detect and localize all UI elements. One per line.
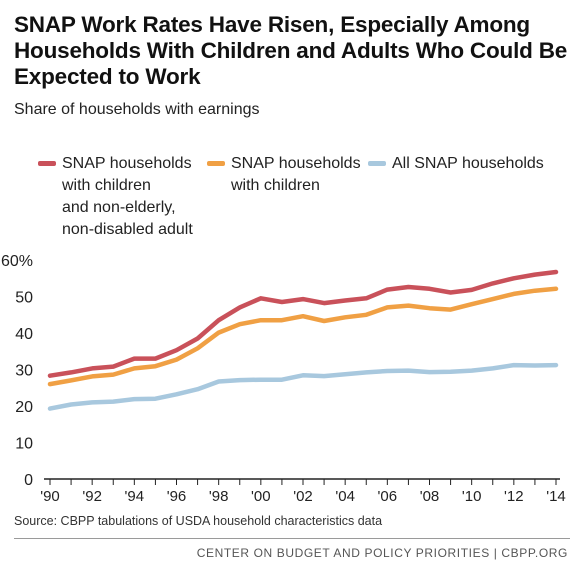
series-line-families-with-adult [47, 269, 559, 378]
y-tick-label: 0 [24, 472, 33, 489]
legend-item-all-households: All SNAP households [368, 153, 544, 175]
legend-label: SNAP households with children [231, 155, 361, 194]
legend-item-households-with-children: SNAP households with children [207, 153, 361, 197]
x-tick-label: '00 [251, 488, 271, 505]
legend: SNAP households with children and non-el… [0, 153, 580, 243]
chart-title: SNAP Work Rates Have Risen, Especially A… [14, 12, 568, 89]
y-tick-label: 10 [15, 436, 33, 453]
series-line-all-households [47, 362, 559, 411]
x-tick-label: '12 [504, 488, 524, 505]
legend-swatch-red [38, 161, 56, 166]
legend-label: SNAP households with children and non-el… [62, 155, 193, 238]
footer-divider [14, 538, 570, 539]
x-tick-label: '08 [420, 488, 440, 505]
x-tick-label: '14 [546, 488, 566, 505]
y-tick-label: 40 [15, 326, 33, 343]
series-lines [47, 269, 559, 411]
legend-item-families-with-adult: SNAP households with children and non-el… [38, 153, 193, 241]
x-tick-label: '96 [167, 488, 187, 505]
series-line-households-with-children [47, 286, 559, 387]
y-axis-ticks: 60% 50 40 30 20 10 0 [1, 253, 33, 489]
x-tick-label: '94 [125, 488, 145, 505]
x-tick-label: '92 [82, 488, 102, 505]
legend-swatch-blue [368, 161, 386, 166]
y-tick-label: 50 [15, 290, 33, 307]
x-tick-label: '98 [209, 488, 229, 505]
chart-subtitle: Share of households with earnings [14, 101, 260, 118]
legend-label: All SNAP households [392, 155, 544, 172]
x-axis-ticks: '90 '92 '94 '96 '98 '00 '02 '04 '06 '08 '10 '12 '14 [40, 479, 566, 505]
x-tick-label: '04 [335, 488, 355, 505]
legend-swatch-orange [207, 161, 225, 166]
footer-credit: CENTER ON BUDGET AND POLICY PRIORITIES |… [196, 546, 568, 560]
y-tick-label: 30 [15, 363, 33, 380]
x-tick-label: '02 [293, 488, 313, 505]
x-tick-label: '90 [40, 488, 60, 505]
source-note: Source: CBPP tabulations of USDA househo… [14, 514, 383, 528]
x-tick-label: '06 [378, 488, 398, 505]
y-tick-label: 60% [1, 253, 33, 270]
y-tick-label: 20 [15, 399, 33, 416]
x-tick-label: '10 [462, 488, 482, 505]
